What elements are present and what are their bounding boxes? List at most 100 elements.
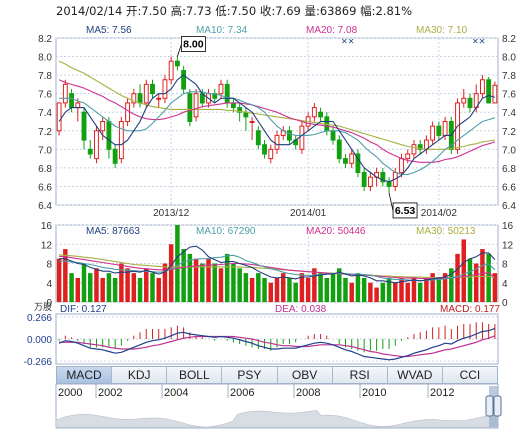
- volume-bar: [243, 273, 249, 302]
- price-legend-ma30: MA30: 7.10: [416, 25, 468, 36]
- volume-bar: [473, 263, 479, 302]
- volume-bar: [100, 277, 105, 302]
- candle-body: [380, 172, 386, 183]
- volume-tick-left: 0: [46, 298, 52, 309]
- volume-bar: [156, 277, 161, 302]
- price-legend-ma20: MA20: 7.08: [306, 25, 358, 36]
- price-legend-marker: ✕✕: [341, 37, 354, 46]
- candle-body: [230, 102, 236, 109]
- volume-bar: [237, 268, 242, 302]
- timeline-year-label: 2006: [230, 387, 254, 399]
- candle-body: [81, 111, 87, 141]
- timeline-history-area: [55, 410, 499, 428]
- volume-legend-ma10: MA10: 67290: [196, 226, 256, 237]
- volume-bar: [324, 277, 330, 302]
- candle-body: [193, 93, 199, 118]
- volume-bar: [144, 268, 149, 302]
- macd-tick: 0.266: [27, 313, 52, 324]
- candle-body: [343, 158, 348, 164]
- candle-body: [262, 144, 267, 155]
- chart-area: 8.2 8.2 8.0 8.0 7.8 7.8 7.6 7.6 7.4 7.4 7.2 7.2 7.0 7…: [24, 25, 517, 366]
- candle-body: [56, 102, 62, 132]
- annotation-label: 8.00: [183, 39, 204, 51]
- timeline-year-label: 2000: [58, 387, 82, 399]
- volume-tick-right: 12: [502, 240, 514, 251]
- volume-bar: [449, 268, 454, 302]
- volume-tick-right: 16: [502, 221, 514, 232]
- volume-bar: [181, 249, 186, 302]
- volume-bar: [94, 268, 99, 302]
- volume-bar: [492, 273, 498, 302]
- tab-obv[interactable]: OBV: [278, 367, 333, 383]
- volume-bar: [106, 273, 112, 302]
- candle-body: [237, 107, 243, 113]
- volume-bar: [137, 277, 143, 302]
- volume-bar: [293, 282, 298, 302]
- timeline-navigator[interactable]: 2000 2002 2004 2006 2008 2010 2012: [0, 384, 527, 429]
- date-label: 2014/01: [290, 208, 327, 219]
- volume-bar: [81, 263, 87, 302]
- volume-bar: [405, 282, 410, 302]
- tab-rsi[interactable]: RSI: [333, 367, 388, 383]
- candle-body: [69, 93, 74, 109]
- annotation-box: [392, 202, 418, 219]
- tab-wvad[interactable]: WVAD: [388, 367, 443, 383]
- macd-line-dif: [58, 327, 496, 361]
- tab-kdj[interactable]: KDJ: [112, 367, 168, 383]
- volume-bar: [175, 225, 180, 302]
- volume-bar: [268, 282, 274, 302]
- candle-body: [131, 93, 137, 104]
- volume-tick-left: 16: [41, 221, 53, 232]
- candle-body: [287, 130, 292, 141]
- candle-body: [112, 148, 118, 164]
- timeline-year-label: 2012: [430, 387, 454, 399]
- price-line-ma5: [58, 74, 496, 183]
- volume-tick-right: 0: [502, 298, 508, 309]
- candle-body: [417, 144, 423, 150]
- candle-body: [399, 158, 404, 174]
- volume-legend-ma30: MA30: 50213: [416, 226, 476, 237]
- date-label: 2013/12: [153, 208, 190, 219]
- volume-bar: [168, 244, 174, 302]
- price-tick-right: 6.4: [502, 201, 516, 212]
- volume-bar: [343, 277, 348, 302]
- candle-body: [125, 102, 131, 122]
- candle-body: [367, 176, 373, 187]
- candle-body: [249, 121, 255, 123]
- candle-body: [411, 144, 417, 155]
- tab-psy[interactable]: PSY: [222, 367, 278, 383]
- volume-bar: [224, 253, 230, 302]
- tab-cci[interactable]: CCI: [459, 368, 481, 382]
- candle-body: [467, 97, 473, 109]
- candle-body: [299, 125, 305, 150]
- volume-bar: [417, 282, 423, 302]
- price-tick-left: 7.4: [38, 108, 52, 119]
- volume-bar: [249, 277, 255, 302]
- volume-line-ma5: [59, 245, 496, 284]
- candle-body: [430, 125, 436, 141]
- price-legend-ma10: MA10: 7.34: [196, 25, 248, 36]
- candle-body: [255, 130, 261, 146]
- volume-unit-label: 万股: [34, 302, 52, 312]
- volume-bar: [187, 253, 193, 302]
- macd-line-dea: [59, 335, 496, 358]
- candle-body: [318, 111, 324, 118]
- volume-bar: [399, 277, 404, 302]
- tab-macd[interactable]: MACD: [57, 367, 113, 383]
- annotation-box: [180, 36, 206, 52]
- candle-body: [336, 139, 342, 160]
- price-tick-left: 7.8: [38, 71, 52, 82]
- volume-bar: [200, 263, 205, 302]
- volume-bar: [162, 263, 168, 302]
- volume-bar: [430, 273, 435, 302]
- candle-body: [218, 83, 224, 95]
- volume-tick-left: 4: [46, 279, 52, 290]
- macd-tick: 0.000: [27, 335, 52, 346]
- volume-bar: [150, 273, 155, 302]
- price-tick-right: 7.8: [502, 71, 516, 82]
- price-tick-left: 6.8: [38, 164, 52, 175]
- volume-bar: [467, 258, 473, 302]
- tab-boll[interactable]: BOLL: [167, 367, 223, 383]
